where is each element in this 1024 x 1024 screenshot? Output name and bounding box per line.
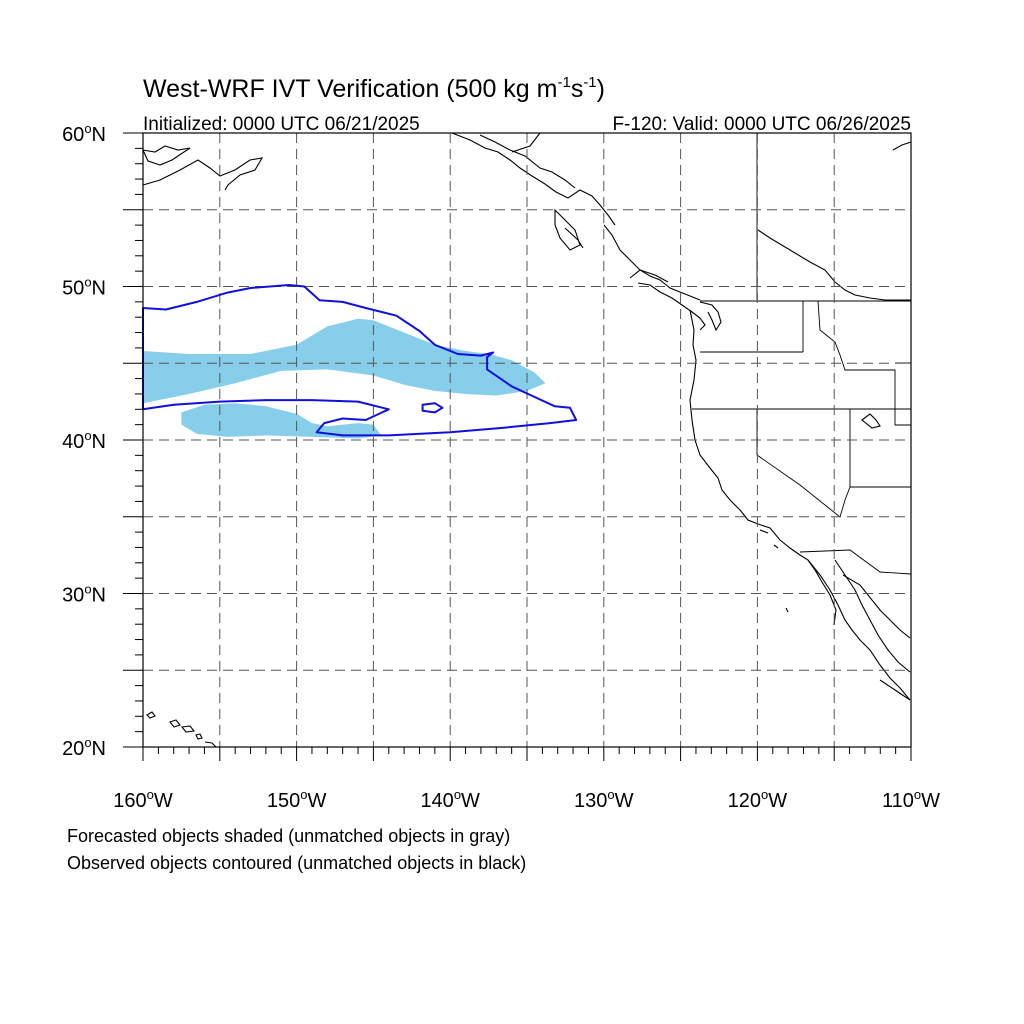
lon-label: 150oW [267, 787, 327, 812]
footnote-observed: Observed objects contoured (unmatched ob… [67, 853, 527, 873]
lon-label: 120oW [728, 787, 788, 812]
forecast-object-main [143, 318, 546, 404]
lon-label: 130oW [574, 787, 634, 812]
lat-label: 50oN [62, 275, 106, 300]
subtitle-initialized: Initialized: 0000 UTC 06/21/2025 [143, 114, 420, 135]
map-title: West-WRF IVT Verification (500 kg m-1s-1… [143, 74, 605, 103]
lon-label: 110oW [882, 787, 940, 812]
lat-label: 30oN [62, 582, 106, 607]
observed-objects [142, 284, 578, 437]
subtitle-valid: F-120: Valid: 0000 UTC 06/26/2025 [612, 114, 911, 135]
footnote-forecast: Forecasted objects shaded (unmatched obj… [67, 826, 511, 846]
graticule [143, 133, 911, 747]
lat-label: 60oN [62, 121, 106, 146]
lon-label: 160oW [113, 787, 173, 812]
lon-label: 140oW [420, 787, 480, 812]
forecast-object-south [181, 403, 382, 439]
observed-contour-north [142, 284, 578, 437]
lat-label: 40oN [62, 428, 106, 453]
map-frame: 60oN 50oN 40oN 30oN 20oN 160oW 150oW 140oW 130oW… [62, 121, 940, 812]
political-boundaries [692, 133, 912, 575]
observed-contour-blob [421, 402, 444, 414]
forecast-objects [143, 318, 546, 439]
lat-label: 20oN [62, 735, 106, 760]
coastlines [142, 132, 912, 748]
